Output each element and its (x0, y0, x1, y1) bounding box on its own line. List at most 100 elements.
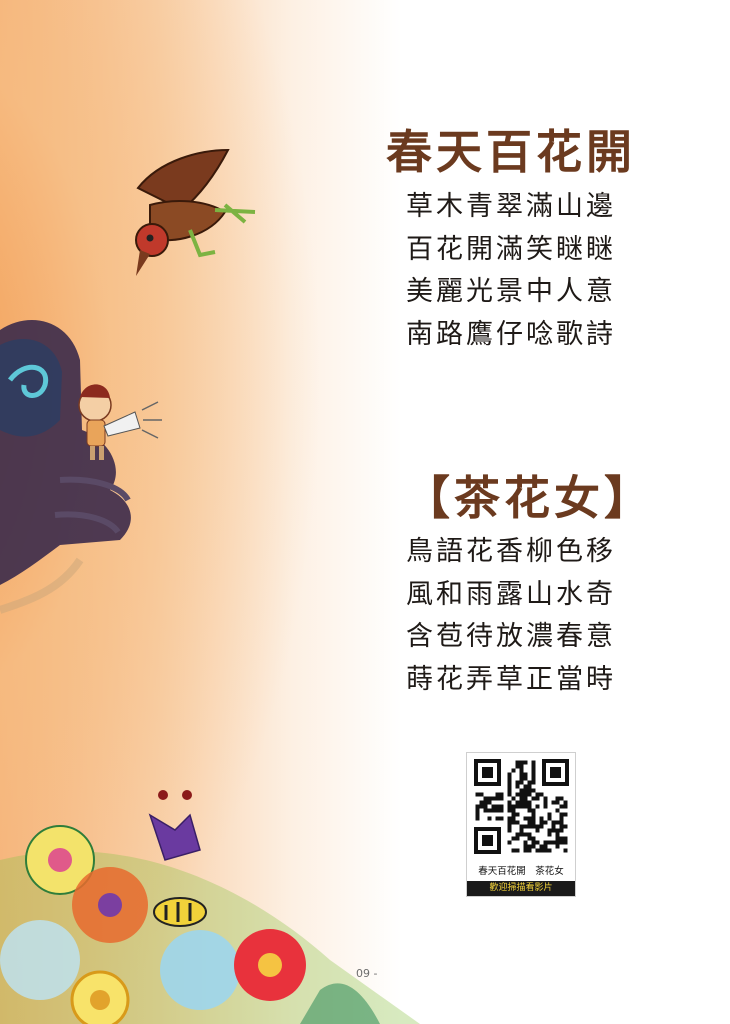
qr-module (535, 804, 540, 809)
bracket-close: 】 (604, 471, 654, 525)
qr-module (523, 840, 528, 845)
qr-module (495, 804, 500, 809)
qr-module (487, 816, 492, 821)
qr-module (531, 844, 536, 849)
qr-module (559, 812, 564, 817)
qr-module (551, 828, 556, 833)
qr-module (563, 824, 568, 829)
qr-module (523, 848, 528, 853)
qr-module (527, 836, 532, 841)
qr-code-card[interactable]: 春天百花開 茶花女 歡迎掃描看影片 (466, 752, 576, 897)
qr-module (563, 840, 568, 845)
qr-module (543, 848, 548, 853)
poem-line: 美麗光景中人意 (406, 276, 616, 307)
qr-module (531, 780, 536, 785)
qr-module (535, 828, 540, 833)
qr-module (531, 816, 536, 821)
qr-module (539, 792, 544, 797)
qr-module (539, 848, 544, 853)
qr-module (527, 832, 532, 837)
qr-module (527, 804, 532, 809)
qr-module (555, 840, 560, 845)
qr-module (527, 848, 532, 853)
qr-module (495, 816, 500, 821)
qr-module (555, 832, 560, 837)
qr-module (539, 816, 544, 821)
qr-module (495, 808, 500, 813)
qr-module (523, 796, 528, 801)
qr-module (539, 824, 544, 829)
qr-module (555, 836, 560, 841)
page-number: 09 - (356, 967, 378, 980)
qr-module (531, 760, 536, 765)
bracket-open: 【 (404, 471, 454, 525)
qr-module (527, 816, 532, 821)
qr-module (527, 780, 532, 785)
qr-module (555, 844, 560, 849)
qr-module (531, 820, 536, 825)
qr-module (559, 840, 564, 845)
qr-module (519, 832, 524, 837)
qr-module (507, 788, 512, 793)
qr-module (551, 820, 556, 825)
qr-module (523, 804, 528, 809)
qr-module (535, 840, 540, 845)
qr-module (527, 824, 532, 829)
qr-module (487, 800, 492, 805)
qr-module (507, 772, 512, 777)
qr-module (559, 828, 564, 833)
qr-module (511, 816, 516, 821)
qr-module (519, 772, 524, 777)
qr-module (519, 796, 524, 801)
qr-module (483, 800, 488, 805)
qr-module (515, 812, 520, 817)
qr-module (539, 820, 544, 825)
qr-module (543, 844, 548, 849)
qr-module (547, 832, 552, 837)
poem-line: 鳥語花香柳色移 (406, 536, 616, 567)
poem-camellia: 鳥語花香柳色移 風和雨露山水奇 含苞待放濃春意 蒔花弄草正當時 (406, 531, 646, 701)
qr-module (559, 836, 564, 841)
qr-module (519, 788, 524, 793)
qr-module (499, 808, 504, 813)
qr-module (475, 792, 480, 797)
qr-module (531, 788, 536, 793)
qr-module (547, 840, 552, 845)
qr-module (475, 808, 480, 813)
qr-module (507, 792, 512, 797)
qr-module (547, 816, 552, 821)
qr-module (523, 832, 528, 837)
qr-module (499, 804, 504, 809)
qr-module (507, 824, 512, 829)
qr-module (547, 828, 552, 833)
qr-module (511, 808, 516, 813)
qr-module (559, 820, 564, 825)
qr-module (499, 796, 504, 801)
qr-module (563, 836, 568, 841)
qr-module (507, 820, 512, 825)
qr-module (563, 848, 568, 853)
qr-module (515, 804, 520, 809)
qr-module (499, 816, 504, 821)
qr-module (507, 804, 512, 809)
qr-module (507, 816, 512, 821)
qr-module (511, 812, 516, 817)
poem-line: 南路鷹仔唸歌詩 (406, 318, 616, 350)
qr-module (527, 820, 532, 825)
qr-caption: 春天百花開 茶花女 (478, 866, 564, 877)
qr-module (551, 840, 556, 845)
qr-module (519, 780, 524, 785)
qr-module (519, 828, 524, 833)
qr-module (543, 800, 548, 805)
song-title-spring: 春天百花開 (386, 125, 636, 179)
qr-module (531, 812, 536, 817)
qr-module (523, 824, 528, 829)
qr-module (475, 816, 480, 821)
qr-module (531, 824, 536, 829)
qr-code-icon[interactable] (474, 759, 569, 854)
qr-module (519, 768, 524, 773)
qr-module (515, 792, 520, 797)
qr-module (519, 804, 524, 809)
